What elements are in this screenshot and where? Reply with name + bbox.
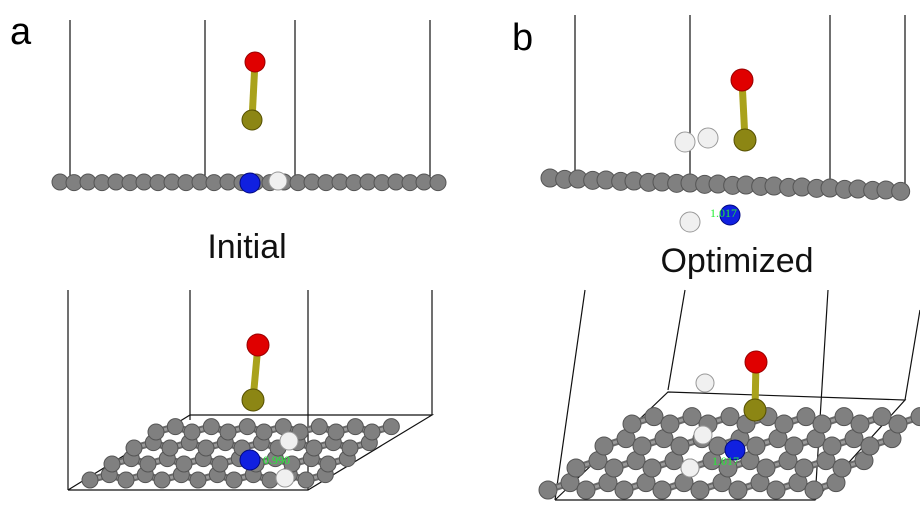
hydrogen-atom <box>681 459 699 477</box>
carbon-atom <box>298 472 314 488</box>
hydrogen-atom <box>696 374 714 392</box>
carbon-atom <box>747 437 765 455</box>
carbon-atom <box>795 459 813 477</box>
carbon-atom <box>567 459 585 477</box>
sulfur-atom <box>744 399 766 421</box>
carbon-atom <box>256 424 272 440</box>
carbon-atom <box>198 440 214 456</box>
carbon-atom <box>203 419 219 435</box>
sulfur-atom <box>242 389 264 411</box>
carbon-atom <box>342 440 358 456</box>
carbon-atom <box>643 459 661 477</box>
carbon-atom <box>823 437 841 455</box>
carbon-atom <box>539 481 557 499</box>
carbon-atom <box>633 437 651 455</box>
oxygen-atom <box>731 69 753 91</box>
graphene-sheets <box>52 169 920 499</box>
carbon-atom <box>835 408 853 426</box>
sulfur-atom <box>734 129 756 151</box>
carbon-atom <box>220 424 236 440</box>
carbon-atom <box>775 415 793 433</box>
hydrogen-atom <box>698 128 718 148</box>
carbon-atom <box>785 437 803 455</box>
carbon-atom <box>709 437 727 455</box>
carbon-atom <box>430 175 446 191</box>
carbon-atom <box>140 456 156 472</box>
carbon-atom <box>162 440 178 456</box>
nitrogen-atom <box>240 450 260 470</box>
hydrogen-atom <box>276 469 294 487</box>
carbon-atom <box>653 481 671 499</box>
carbon-atom <box>347 419 363 435</box>
carbon-atom <box>645 408 663 426</box>
sulfur-atom <box>242 110 262 130</box>
hydrogen-atom <box>269 172 287 190</box>
carbon-atom <box>239 419 255 435</box>
hydrogen-atom <box>675 132 695 152</box>
bond-length-label: 1.017 <box>710 206 737 220</box>
carbon-atom <box>104 456 120 472</box>
carbon-atom <box>615 481 633 499</box>
caption: Initial <box>207 228 286 266</box>
carbon-atom <box>364 424 380 440</box>
carbon-atom <box>118 472 134 488</box>
carbon-atom <box>595 437 613 455</box>
carbon-atom <box>873 408 891 426</box>
caption: Optimized <box>660 242 813 280</box>
oxygen-atom <box>245 52 265 72</box>
carbon-atom <box>805 481 823 499</box>
hydrogen-atom <box>694 426 712 444</box>
carbon-atom <box>833 459 851 477</box>
carbon-atom <box>889 415 907 433</box>
carbon-atom <box>262 472 278 488</box>
carbon-atom <box>311 419 327 435</box>
carbon-atom <box>154 472 170 488</box>
carbon-atom <box>148 424 164 440</box>
carbon-atom <box>861 437 879 455</box>
carbon-atom <box>721 408 739 426</box>
carbon-atom <box>306 440 322 456</box>
carbon-atom <box>797 408 815 426</box>
carbon-atom <box>851 415 869 433</box>
carbon-atom <box>328 424 344 440</box>
panel-label: a <box>10 11 32 53</box>
carbon-atom <box>126 440 142 456</box>
carbon-atom <box>320 456 336 472</box>
oxygen-atom <box>745 351 767 373</box>
carbon-atom <box>671 437 689 455</box>
carbon-atom <box>691 481 709 499</box>
carbon-atom <box>757 459 775 477</box>
carbon-atom <box>82 472 98 488</box>
carbon-atom <box>167 419 183 435</box>
carbon-atom <box>226 472 242 488</box>
bond-length-label: 0.990 <box>263 453 290 467</box>
figure: a Initial 0.990 b Optimized 1.017 1.017 <box>0 0 920 529</box>
carbon-atom <box>190 472 206 488</box>
oxygen-atom <box>247 334 269 356</box>
carbon-atom <box>767 481 785 499</box>
carbon-atom <box>176 456 192 472</box>
carbon-atom <box>683 408 701 426</box>
carbon-atom <box>577 481 595 499</box>
carbon-atom <box>212 456 228 472</box>
panel-label: b <box>512 17 533 59</box>
nitrogen-atom <box>240 173 260 193</box>
carbon-atom <box>605 459 623 477</box>
carbon-atom <box>623 415 641 433</box>
carbon-atom <box>383 419 399 435</box>
bond-length-label: 1.017 <box>712 454 739 468</box>
carbon-atom <box>661 415 679 433</box>
carbon-atom <box>184 424 200 440</box>
carbon-atom <box>813 415 831 433</box>
hydrogen-atom <box>280 432 298 450</box>
carbon-atom <box>892 182 910 200</box>
carbon-atom <box>911 408 920 426</box>
hydrogen-atom <box>680 212 700 232</box>
carbon-atom <box>729 481 747 499</box>
